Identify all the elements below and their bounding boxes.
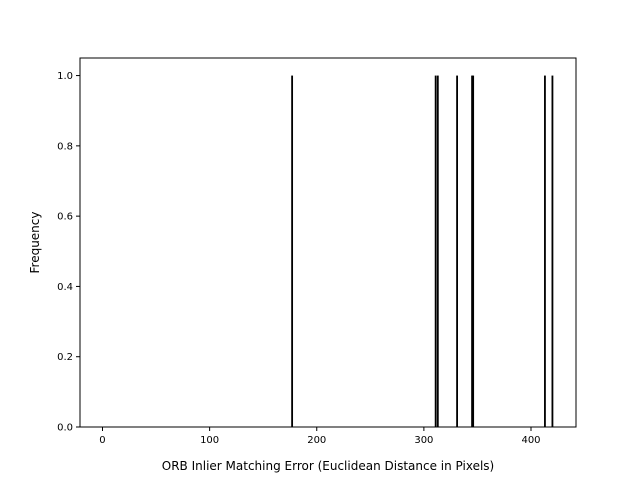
x-axis-label: ORB Inlier Matching Error (Euclidean Dis… xyxy=(162,459,494,473)
y-tick-label: 0.8 xyxy=(57,141,73,152)
y-axis-ticks: 0.0 0.2 0.4 0.6 0.8 1.0 xyxy=(57,71,80,434)
y-tick-label: 1.0 xyxy=(57,71,73,82)
plot-frame xyxy=(79,57,577,428)
x-tick-label: 0 xyxy=(99,435,105,446)
bar xyxy=(456,75,458,428)
bar xyxy=(434,75,437,428)
bar xyxy=(436,75,439,428)
x-tick-label: 100 xyxy=(200,435,219,446)
x-tick-label: 300 xyxy=(414,435,433,446)
bars-group xyxy=(291,75,554,428)
bar xyxy=(471,75,473,428)
x-tick-label: 200 xyxy=(307,435,326,446)
y-tick-label: 0.4 xyxy=(57,282,73,293)
bar xyxy=(544,75,546,428)
bar xyxy=(551,75,554,428)
x-tick-label: 400 xyxy=(521,435,540,446)
bar xyxy=(291,75,294,428)
x-axis-ticks: 0 100 200 300 400 xyxy=(99,427,541,446)
bar xyxy=(472,75,475,428)
y-axis-label: Frequency xyxy=(28,212,42,274)
y-tick-label: 0.6 xyxy=(57,212,73,223)
y-tick-label: 0.2 xyxy=(57,352,73,363)
y-tick-label: 0.0 xyxy=(57,423,73,434)
